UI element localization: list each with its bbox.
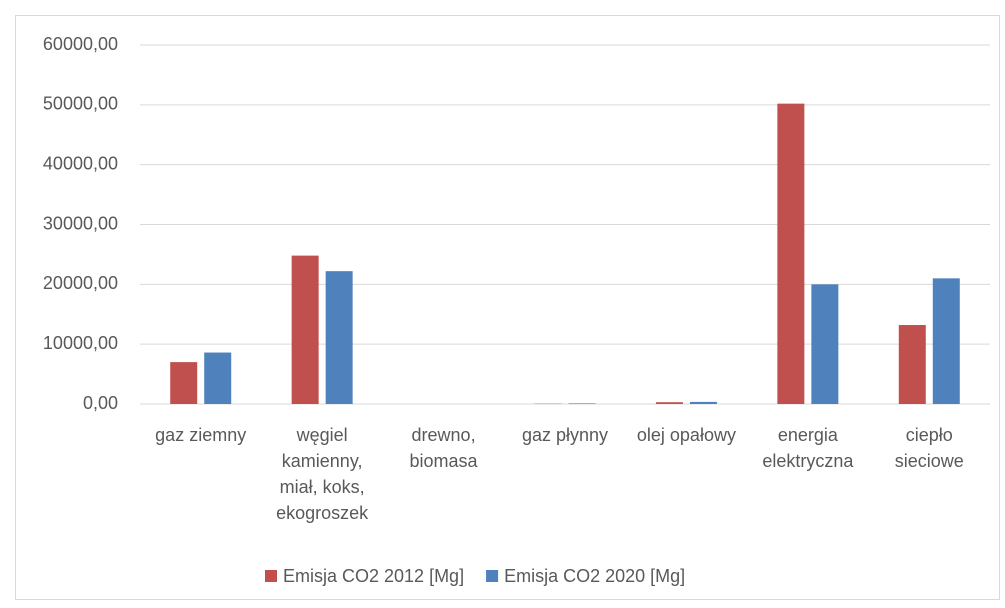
bar — [932, 278, 960, 404]
legend-swatch — [486, 570, 499, 582]
y-tick-label: 50000,00 — [43, 94, 118, 114]
y-tick-label: 0,00 — [83, 393, 118, 413]
bar — [568, 403, 596, 404]
legend-label: Emisja CO2 2012 [Mg] — [283, 566, 464, 586]
x-tick-label: gaz płynny — [521, 425, 609, 445]
bar — [204, 352, 232, 404]
y-tick-label: 20000,00 — [43, 273, 118, 293]
x-tick-label: ciepło sieciowe — [894, 425, 964, 471]
chart-border — [15, 15, 1000, 600]
bar — [325, 271, 353, 404]
bar — [898, 325, 926, 404]
bar — [291, 255, 319, 404]
x-tick-label: drewno, biomasa — [409, 425, 478, 471]
x-tick-label: energia elektryczna — [762, 425, 854, 471]
bar — [811, 284, 839, 404]
bar — [777, 103, 805, 405]
bar — [689, 401, 717, 404]
legend-swatch — [265, 570, 277, 582]
x-tick-label: gaz ziemny — [155, 425, 247, 445]
legend-label: Emisja CO2 2020 [Mg] — [504, 566, 685, 586]
y-tick-label: 40000,00 — [43, 153, 118, 173]
bar — [170, 362, 198, 404]
y-tick-label: 60000,00 — [43, 34, 118, 54]
bar — [655, 402, 683, 404]
y-tick-label: 30000,00 — [43, 213, 118, 233]
x-tick-label: węgiel kamienny, miał, koks, ekogroszek — [276, 425, 369, 523]
x-tick-label: olej opałowy — [636, 425, 736, 445]
y-tick-label: 10000,00 — [43, 333, 118, 353]
